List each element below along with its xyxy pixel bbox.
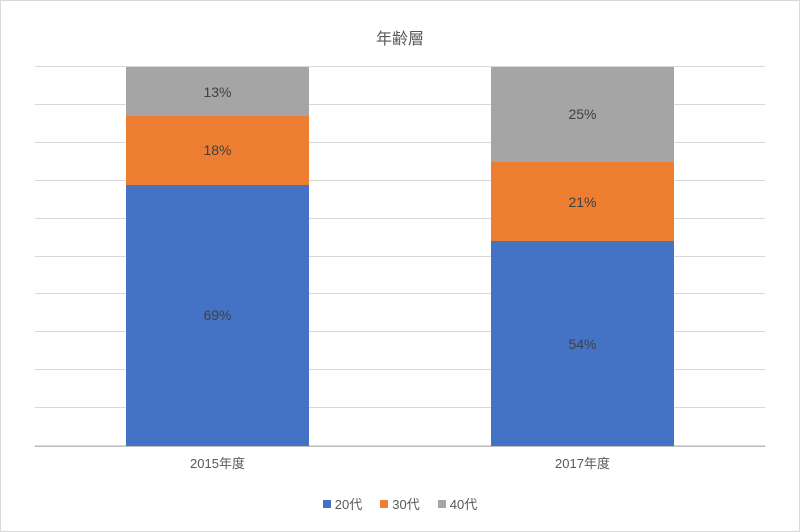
legend-item: 40代 xyxy=(438,494,477,513)
x-axis-labels: 2015年度2017年度 xyxy=(35,453,765,472)
data-label: 21% xyxy=(568,194,596,210)
legend-label: 20代 xyxy=(335,494,362,513)
bar-segment: 13% xyxy=(126,67,309,116)
x-axis-label: 2015年度 xyxy=(35,453,400,472)
bar-slot: 54% 21% 25% xyxy=(400,67,765,446)
legend-swatch xyxy=(380,500,388,508)
bar-segment: 21% xyxy=(491,162,674,242)
legend-swatch xyxy=(438,500,446,508)
data-label: 18% xyxy=(203,142,231,158)
legend: 20代 30代 40代 xyxy=(25,494,775,513)
legend-label: 40代 xyxy=(450,494,477,513)
legend-item: 20代 xyxy=(323,494,362,513)
bar-slot: 69% 18% 13% xyxy=(35,67,400,446)
x-axis-label: 2017年度 xyxy=(400,453,765,472)
stacked-bar: 54% 21% 25% xyxy=(491,67,674,446)
bar-segment: 18% xyxy=(126,116,309,184)
data-label: 13% xyxy=(203,84,231,100)
data-label: 69% xyxy=(203,307,231,323)
data-label: 25% xyxy=(568,106,596,122)
chart-frame: 年齢層 69% 18% 13% 54% 21% 25% 2015年度2017年度 20代 3… xyxy=(0,0,800,532)
bars-container: 69% 18% 13% 54% 21% 25% xyxy=(35,67,765,446)
data-label: 54% xyxy=(568,336,596,352)
bar-segment: 54% xyxy=(491,241,674,446)
legend-swatch xyxy=(323,500,331,508)
chart-title: 年齢層 xyxy=(25,25,775,49)
stacked-bar: 69% 18% 13% xyxy=(126,67,309,446)
legend-label: 30代 xyxy=(392,494,419,513)
x-axis-line xyxy=(35,446,765,447)
bar-segment: 25% xyxy=(491,67,674,162)
plot-area: 69% 18% 13% 54% 21% 25% xyxy=(35,67,765,446)
legend-item: 30代 xyxy=(380,494,419,513)
bar-segment: 69% xyxy=(126,185,309,447)
